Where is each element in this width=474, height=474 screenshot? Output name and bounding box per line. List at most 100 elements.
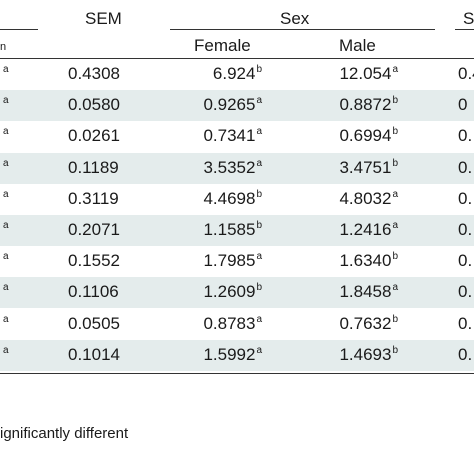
- significance-letter: a: [3, 313, 9, 325]
- right-value-fragment: 0.: [458, 157, 473, 177]
- table-row: a 0.0580 0.9265a 0.8872b 0: [0, 90, 474, 122]
- table-row: a 0.1552 1.7985a 1.6340b 0.: [0, 246, 474, 277]
- male-number: 0.6994: [339, 126, 392, 146]
- sex-header-rule: [170, 29, 435, 30]
- right-value-fragment: 0: [458, 95, 468, 115]
- significance-letter: a: [256, 251, 262, 263]
- left-value-fragment: a: [2, 126, 9, 146]
- sem-value: 0.1552: [68, 251, 120, 271]
- male-value: 3.4751b: [280, 158, 398, 178]
- male-number: 3.4751: [339, 157, 392, 177]
- sem-value: 0.1106: [68, 282, 119, 302]
- male-value: 1.6340b: [280, 251, 398, 271]
- male-value: 1.2416a: [280, 220, 398, 240]
- female-value: 1.1585b: [140, 220, 262, 240]
- female-number: 1.5992: [203, 344, 256, 364]
- table-row: a 0.0505 0.8783a 0.7632b 0.: [0, 309, 474, 340]
- female-value: 0.7341a: [140, 126, 262, 146]
- male-value: 12.054a: [280, 64, 398, 84]
- significance-letter: a: [256, 95, 262, 107]
- header-top-rule-right: [455, 29, 474, 30]
- right-value-fragment: 0.: [458, 188, 473, 208]
- table-bottom-rule: [0, 373, 474, 374]
- left-column-subheader-fragment: n: [0, 41, 7, 53]
- significance-letter: a: [3, 344, 9, 356]
- female-number: 6.924: [212, 64, 256, 83]
- significance-letter: a: [3, 95, 9, 107]
- significance-letter: a: [392, 64, 398, 75]
- female-number: 1.1585: [203, 220, 256, 239]
- left-value-fragment: a: [2, 189, 9, 209]
- significance-letter: b: [392, 251, 398, 263]
- sem-value: 0.3119: [68, 188, 119, 208]
- left-value-fragment: a: [2, 158, 9, 178]
- male-value: 0.8872b: [280, 95, 398, 115]
- significance-letter: b: [392, 344, 398, 356]
- female-value: 4.4698b: [140, 189, 262, 209]
- female-value: 1.5992a: [140, 345, 262, 365]
- left-value-fragment: a: [2, 314, 9, 334]
- left-value-fragment: a: [2, 282, 9, 302]
- sem-value: 0.1014: [68, 344, 120, 364]
- significance-letter: a: [256, 126, 262, 138]
- female-value: 3.5352a: [140, 158, 262, 178]
- significance-letter: a: [256, 344, 262, 356]
- left-value-fragment: a: [2, 95, 9, 115]
- male-number: 1.4693: [339, 344, 392, 364]
- significance-letter: b: [392, 126, 398, 138]
- right-value-fragment: 0.: [458, 220, 473, 239]
- female-number: 0.7341: [203, 126, 256, 146]
- female-value: 6.924b: [140, 64, 262, 84]
- female-value: 0.9265a: [140, 95, 262, 115]
- header-top-rule-left: [0, 29, 38, 30]
- left-value-fragment: a: [2, 251, 9, 271]
- male-number: 4.8032: [339, 188, 392, 208]
- female-number: 1.2609: [203, 282, 256, 302]
- significance-letter: a: [392, 220, 398, 231]
- male-value: 0.6994b: [280, 126, 398, 146]
- right-value-fragment: 0.: [458, 126, 473, 146]
- significance-letter: b: [392, 313, 398, 325]
- table-row: a 0.3119 4.4698b 4.8032a 0.: [0, 184, 474, 215]
- sem-value: 0.1189: [68, 157, 119, 177]
- significance-letter: a: [392, 188, 398, 200]
- significance-letter: a: [3, 220, 9, 231]
- right-value-fragment: 0.4: [458, 64, 474, 83]
- sex-header: Sex: [280, 9, 310, 28]
- female-number: 0.9265: [203, 95, 256, 115]
- table-row: a 0.2071 1.1585b 1.2416a 0.: [0, 215, 474, 246]
- significance-letter: a: [3, 188, 9, 200]
- significance-letter: a: [3, 157, 9, 169]
- right-value-fragment: 0.: [458, 282, 473, 302]
- right-column-header-fragment: S: [463, 9, 474, 28]
- female-number: 3.5352: [203, 157, 256, 177]
- left-value-fragment: a: [2, 345, 9, 365]
- right-value-fragment: 0.: [458, 313, 473, 333]
- left-value-fragment: a: [2, 64, 9, 84]
- female-number: 4.4698: [203, 188, 256, 208]
- significance-letter: a: [256, 313, 262, 325]
- significance-letter: a: [3, 251, 9, 263]
- table-row: a 0.0261 0.7341a 0.6994b 0.: [0, 121, 474, 152]
- significance-letter: b: [392, 157, 398, 169]
- footnote: ignificantly different: [0, 425, 129, 442]
- female-number: 0.8783: [203, 313, 256, 333]
- significance-letter: a: [3, 282, 9, 294]
- female-value: 1.7985a: [140, 251, 262, 271]
- significance-letter: b: [256, 282, 262, 294]
- table-row: a 0.1189 3.5352a 3.4751b 0.: [0, 152, 474, 184]
- male-value: 1.8458a: [280, 282, 398, 302]
- male-number: 1.6340: [339, 251, 392, 271]
- female-number: 1.7985: [203, 251, 256, 271]
- male-number: 1.8458: [339, 282, 392, 302]
- right-value-fragment: 0.: [458, 251, 473, 271]
- female-value: 1.2609b: [140, 282, 262, 302]
- significance-letter: a: [3, 64, 9, 75]
- table-row: a 0.1106 1.2609b 1.8458a 0.: [0, 277, 474, 309]
- significance-letter: a: [392, 282, 398, 294]
- female-value: 0.8783a: [140, 314, 262, 334]
- sem-value: 0.0505: [68, 313, 120, 333]
- male-number: 0.7632: [339, 313, 392, 333]
- significance-letter: a: [3, 126, 9, 138]
